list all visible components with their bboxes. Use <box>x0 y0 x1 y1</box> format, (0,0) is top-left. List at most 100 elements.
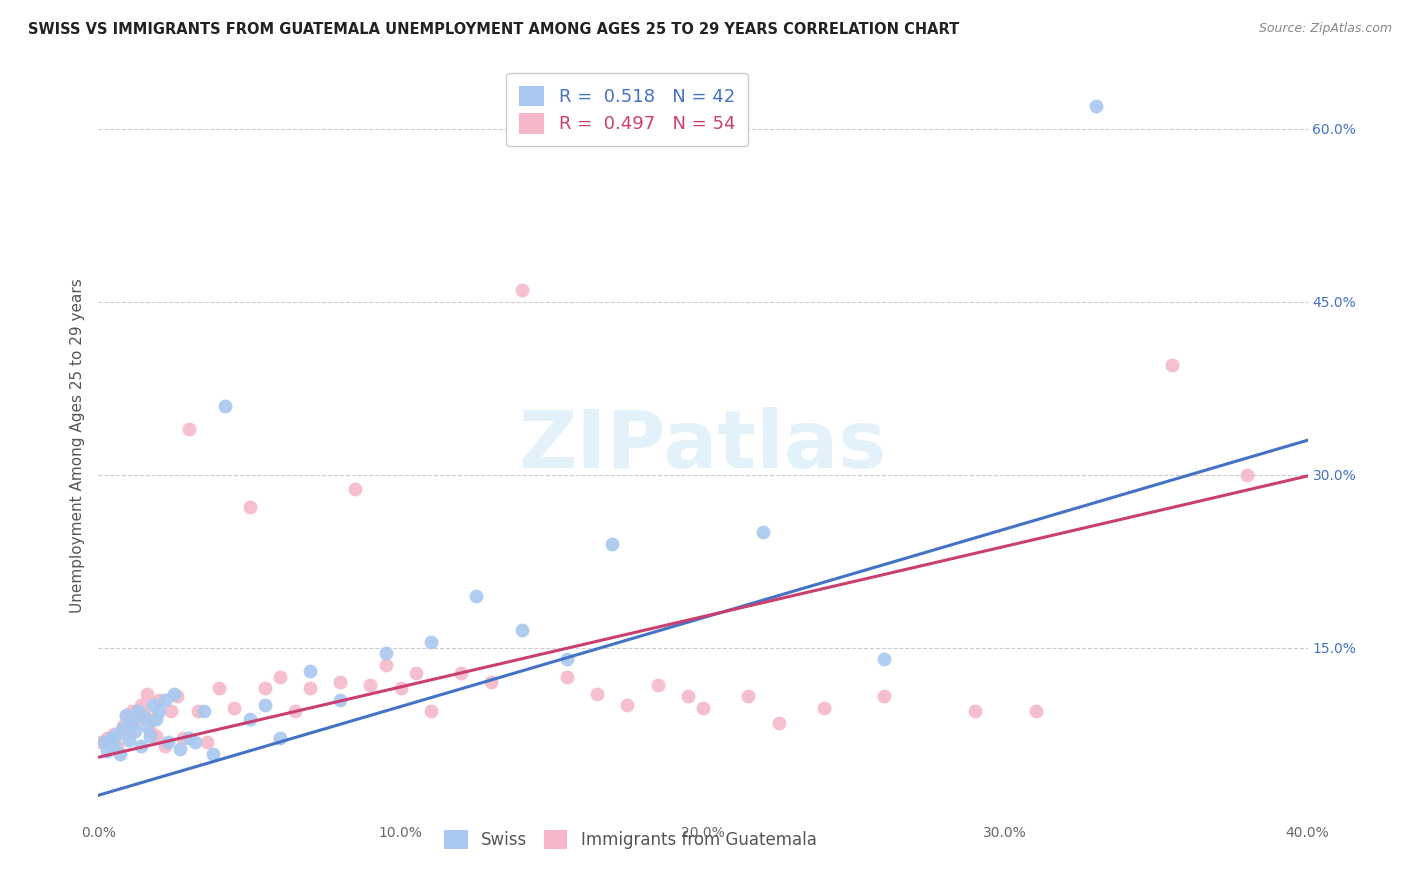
Point <box>135 719 157 733</box>
Point <box>214 399 236 413</box>
Point <box>127 704 149 718</box>
Point <box>239 712 262 726</box>
Point <box>405 666 427 681</box>
Point <box>118 723 141 738</box>
Point <box>389 681 412 695</box>
Point <box>555 669 578 683</box>
Point <box>253 698 276 713</box>
Point <box>208 681 231 695</box>
Point <box>224 700 246 714</box>
Point <box>253 681 276 695</box>
Point <box>111 722 134 736</box>
Point <box>555 652 578 666</box>
Point <box>103 739 125 753</box>
Point <box>90 735 112 749</box>
Point <box>179 731 201 745</box>
Point <box>111 719 134 733</box>
Point <box>166 689 188 703</box>
Point <box>108 747 131 761</box>
Point <box>121 704 143 718</box>
Point <box>105 727 128 741</box>
Y-axis label: Unemployment Among Ages 25 to 29 years: Unemployment Among Ages 25 to 29 years <box>69 278 84 614</box>
Point <box>465 589 488 603</box>
Point <box>96 744 118 758</box>
Point <box>202 747 225 761</box>
Point <box>284 704 307 718</box>
Point <box>1236 467 1258 482</box>
Point <box>602 537 624 551</box>
Point <box>420 635 443 649</box>
Point <box>163 687 186 701</box>
Point <box>299 681 322 695</box>
Point <box>329 675 352 690</box>
Point <box>965 704 987 718</box>
Text: ZIPatlas: ZIPatlas <box>519 407 887 485</box>
Point <box>114 710 136 724</box>
Point <box>1160 359 1182 373</box>
Point <box>299 664 322 678</box>
Point <box>510 624 533 638</box>
Point <box>148 704 170 718</box>
Text: SWISS VS IMMIGRANTS FROM GUATEMALA UNEMPLOYMENT AMONG AGES 25 TO 29 YEARS CORREL: SWISS VS IMMIGRANTS FROM GUATEMALA UNEMP… <box>28 22 959 37</box>
Point <box>873 689 896 703</box>
Point <box>1024 704 1046 718</box>
Point <box>187 704 209 718</box>
Point <box>1085 99 1108 113</box>
Point <box>768 715 790 730</box>
Point <box>193 704 215 718</box>
Point <box>269 731 291 745</box>
Point <box>481 675 503 690</box>
Point <box>169 742 191 756</box>
Point <box>129 739 152 753</box>
Point <box>752 525 775 540</box>
Point <box>329 692 352 706</box>
Point <box>692 700 714 714</box>
Point <box>142 698 165 713</box>
Point <box>118 733 141 747</box>
Point <box>676 689 699 703</box>
Point <box>129 698 152 713</box>
Point <box>132 707 155 722</box>
Point <box>139 730 162 744</box>
Point <box>93 735 115 749</box>
Point <box>374 658 396 673</box>
Point <box>420 704 443 718</box>
Point <box>142 712 165 726</box>
Point <box>184 735 207 749</box>
Point <box>179 422 201 436</box>
Point <box>269 669 291 683</box>
Point <box>647 678 669 692</box>
Text: Source: ZipAtlas.com: Source: ZipAtlas.com <box>1258 22 1392 36</box>
Point <box>145 730 167 744</box>
Point <box>616 698 638 713</box>
Point <box>239 500 262 514</box>
Point <box>105 739 128 753</box>
Point <box>121 715 143 730</box>
Point <box>96 731 118 745</box>
Point <box>139 723 162 738</box>
Point <box>873 652 896 666</box>
Point <box>813 700 835 714</box>
Point <box>195 735 218 749</box>
Point <box>124 723 146 738</box>
Point <box>510 284 533 298</box>
Point <box>153 692 176 706</box>
Legend: Swiss, Immigrants from Guatemala: Swiss, Immigrants from Guatemala <box>436 822 825 857</box>
Point <box>450 666 472 681</box>
Point <box>360 678 382 692</box>
Point <box>103 727 125 741</box>
Point <box>100 731 122 745</box>
Point <box>124 715 146 730</box>
Point <box>153 739 176 753</box>
Point <box>586 687 609 701</box>
Point <box>132 710 155 724</box>
Point <box>160 704 183 718</box>
Point <box>156 735 179 749</box>
Point <box>145 712 167 726</box>
Point <box>344 482 367 496</box>
Point <box>737 689 759 703</box>
Point <box>172 731 194 745</box>
Point <box>148 692 170 706</box>
Point <box>114 707 136 722</box>
Point <box>135 687 157 701</box>
